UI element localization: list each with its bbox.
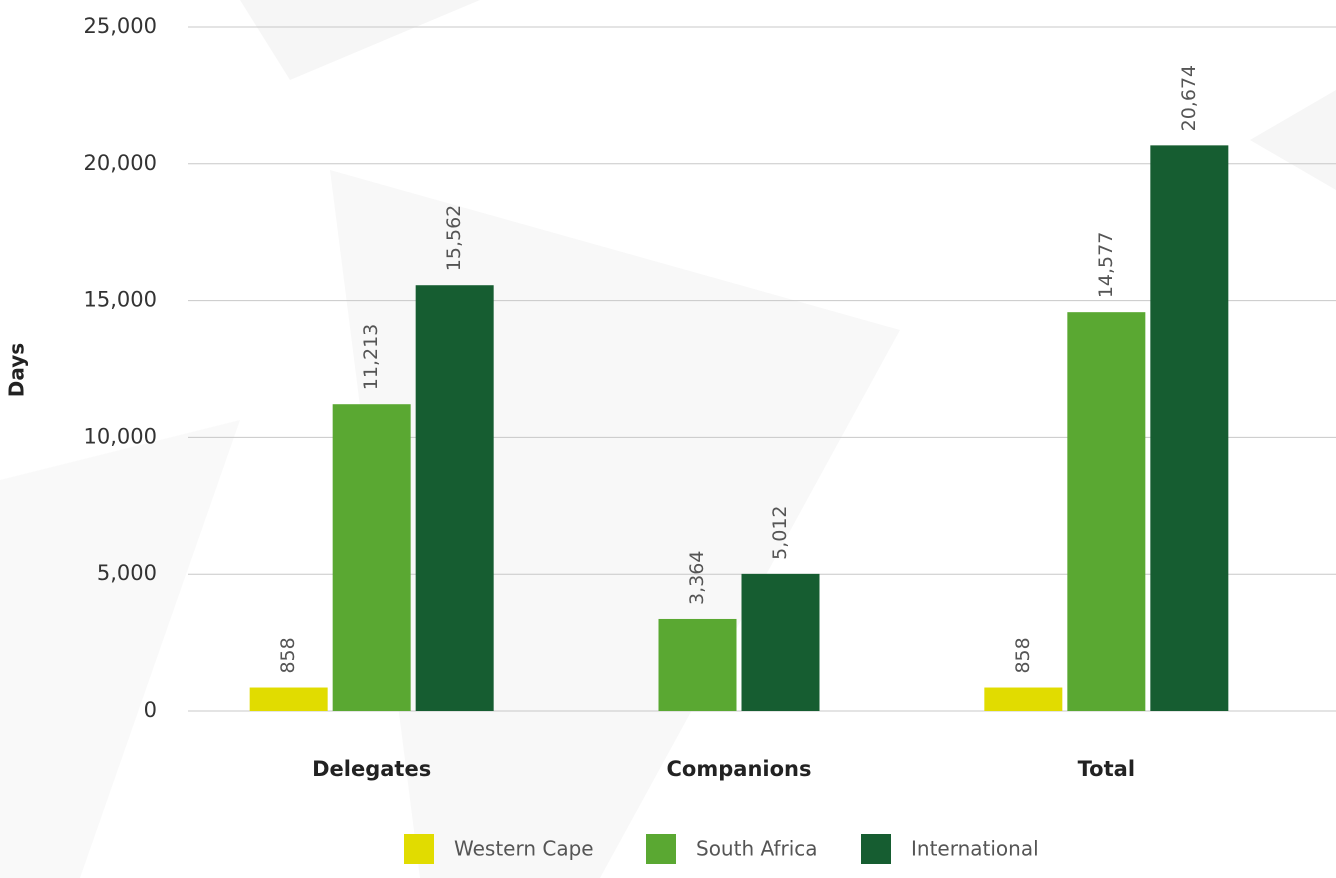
y-tick-label: 20,000 [84, 151, 157, 175]
y-tick-label: 15,000 [84, 288, 157, 312]
y-tick-label: 0 [144, 698, 157, 722]
x-tick-label: Total [1078, 757, 1135, 781]
bar [741, 573, 820, 711]
bar [658, 618, 737, 711]
bar [332, 404, 411, 711]
y-tick-label: 25,000 [84, 14, 157, 38]
x-tick-label: Companions [667, 757, 812, 781]
value-label: 14,577 [1095, 232, 1117, 298]
value-label: 5,012 [769, 505, 791, 559]
legend-label: South Africa [696, 837, 818, 861]
value-label: 20,674 [1178, 65, 1200, 131]
value-label: 15,562 [443, 205, 465, 271]
legend-swatch [404, 834, 434, 864]
bar [1067, 312, 1146, 711]
legend-label: International [911, 837, 1039, 861]
y-tick-label: 5,000 [97, 561, 157, 585]
value-label: 858 [1012, 637, 1034, 673]
value-label: 858 [277, 637, 299, 673]
legend-swatch [646, 834, 676, 864]
bar [415, 285, 494, 711]
bg-triangle [0, 420, 240, 878]
y-axis-label: Days [5, 343, 29, 397]
y-tick-label: 10,000 [84, 424, 157, 448]
legend-label: Western Cape [454, 837, 594, 861]
value-label: 11,213 [360, 324, 382, 390]
bg-triangle [240, 0, 480, 80]
x-tick-label: Delegates [312, 757, 431, 781]
bar [1150, 145, 1229, 711]
legend-swatch [861, 834, 891, 864]
bar [984, 687, 1063, 711]
bar [249, 687, 328, 711]
bg-triangle [1250, 90, 1336, 190]
value-label: 3,364 [686, 551, 708, 605]
